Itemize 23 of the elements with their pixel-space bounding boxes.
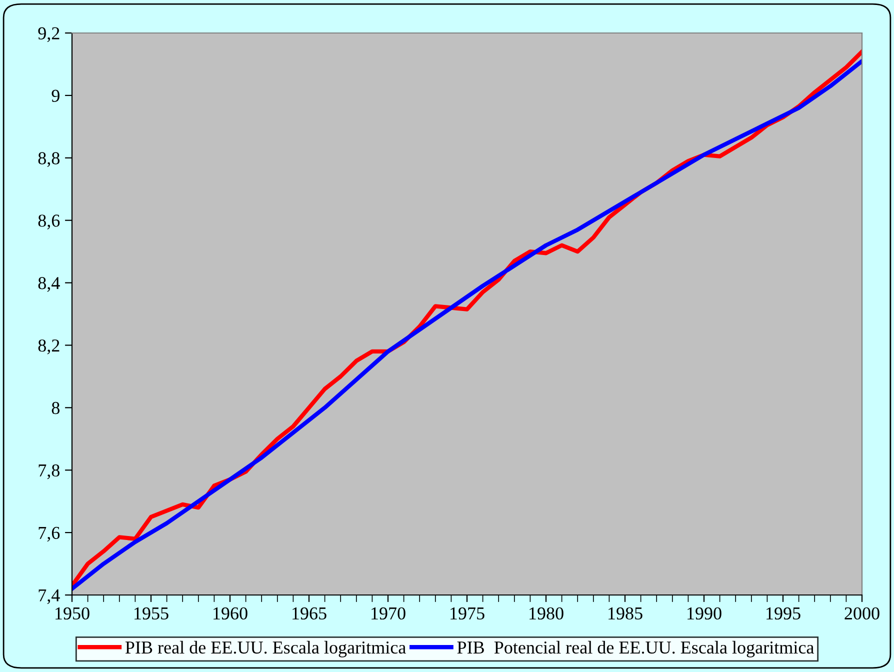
y-tick-label: 8 xyxy=(52,402,60,414)
legend-label: PIB real de EE.UU. Escala logaritmica xyxy=(125,640,406,658)
y-tick-label: 8,6 xyxy=(38,214,60,230)
y-tick-label: 7,6 xyxy=(38,526,60,542)
y-tick-label: 7,8 xyxy=(38,464,60,480)
y-tick-label: 8,2 xyxy=(38,339,60,354)
x-tick-label: 1950 xyxy=(56,607,90,620)
legend-label: PIB Potencial real de EE.UU. Escala logaritmica xyxy=(457,640,814,658)
x-tick-label: 1995 xyxy=(766,607,800,620)
y-tick-label: 8,8 xyxy=(38,152,60,167)
x-tick-label: 1985 xyxy=(608,607,642,620)
x-tick-label: 1975 xyxy=(450,607,484,620)
x-tick-label: 2000 xyxy=(844,607,880,620)
x-tick-label: 1955 xyxy=(134,607,168,620)
x-tick-label: 1990 xyxy=(688,607,722,620)
y-tick-label: 7,4 xyxy=(38,589,60,604)
y-tick-label: 9,2 xyxy=(38,27,60,42)
x-tick-label: 1965 xyxy=(292,607,326,620)
x-tick-label: 1960 xyxy=(214,607,248,620)
x-tick-label: 1980 xyxy=(530,607,564,620)
y-tick-label: 8,4 xyxy=(38,277,60,292)
y-tick-label: 9 xyxy=(52,90,60,102)
x-tick-label: 1970 xyxy=(372,607,406,620)
